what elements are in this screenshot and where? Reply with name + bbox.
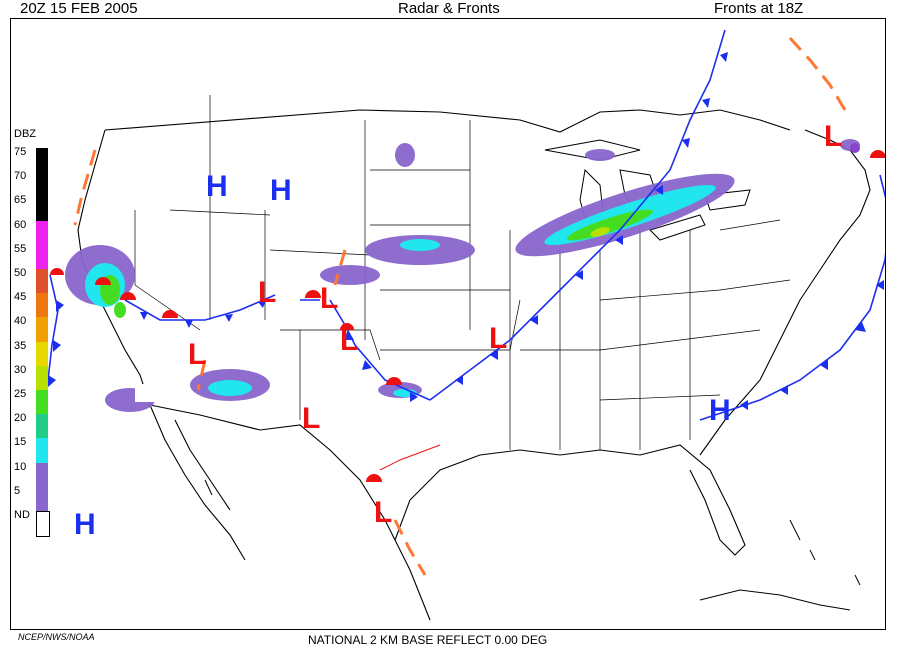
legend-label-45: 45 (14, 291, 27, 304)
high-pressure-pacific: H (74, 508, 96, 541)
low-pressure-new-mexico: L (302, 402, 321, 435)
legend-swatch-10 (36, 462, 48, 487)
low-pressure-oklahoma-panhandle: L (340, 324, 359, 357)
legend-swatch-25 (36, 390, 48, 415)
legend-swatch-30 (36, 365, 48, 390)
legend-swatch-5 (36, 486, 48, 511)
fronts-time-label: Fronts at 18Z (714, 0, 804, 17)
map-title: Radar & Fronts (398, 0, 500, 17)
high-pressure-montana-2: H (270, 174, 292, 207)
high-pressure-southeast: H (709, 394, 731, 427)
source-label: NCEP/NWS/NOAA (18, 632, 95, 642)
trough-line-texas (379, 444, 441, 471)
legend-label-35: 35 (14, 339, 27, 352)
warm-front-bumps (50, 150, 885, 482)
legend-label-25: 25 (14, 388, 27, 400)
legend-label-50: 50 (14, 267, 27, 279)
low-pressure-arizona: L (188, 338, 207, 371)
legend-label-60: 60 (14, 218, 27, 231)
map-frame (10, 18, 886, 630)
islands (204, 479, 861, 611)
low-pressure-south-texas: L (374, 496, 393, 529)
legend-swatch-20 (36, 414, 48, 439)
map-time-label: 20Z 15 FEB 2005 (20, 0, 138, 17)
legend-swatch-60 (36, 220, 48, 245)
legend-label-15: 15 (14, 436, 27, 449)
cold-front-pips (48, 52, 884, 410)
radar-echoes (65, 139, 860, 412)
legend-label-55: 55 (14, 242, 27, 255)
troughs (73, 36, 847, 576)
low-pressure-maine: L (824, 120, 843, 153)
legend-label-75: 75 (14, 146, 27, 158)
legend-label-65: 65 (14, 194, 27, 207)
legend-swatch-35 (36, 341, 48, 366)
legend-swatch-40 (36, 317, 48, 342)
legend-swatch-nd (36, 511, 50, 538)
legend-label-30: 30 (14, 363, 27, 376)
legend-label-70: 70 (14, 170, 27, 183)
product-label: NATIONAL 2 KM BASE REFLECT 0.00 DEG (308, 633, 548, 647)
legend-label-5: 5 (14, 484, 21, 497)
legend-swatch-15 (36, 438, 48, 463)
high-pressure-montana-1: H (206, 170, 228, 203)
legend-label-nd: ND (14, 509, 30, 521)
legend-swatch-45 (36, 293, 48, 318)
legend-swatch-75 (36, 148, 48, 173)
legend-title: DBZ (14, 128, 36, 140)
legend-swatch-55 (36, 244, 48, 269)
low-pressure-kansas-west: L (320, 282, 339, 315)
legend-label-10: 10 (14, 460, 27, 473)
occluded-front (850, 143, 860, 153)
low-pressure-colorado: L (258, 276, 277, 309)
state-lines (134, 95, 791, 450)
legend-label-20: 20 (14, 412, 27, 425)
legend-swatch-70 (36, 172, 48, 197)
legend-swatch-65 (36, 196, 48, 221)
legend-swatch-50 (36, 269, 48, 294)
low-pressure-missouri: L (489, 322, 508, 355)
us-outline (77, 109, 871, 621)
legend-label-40: 40 (14, 315, 27, 328)
